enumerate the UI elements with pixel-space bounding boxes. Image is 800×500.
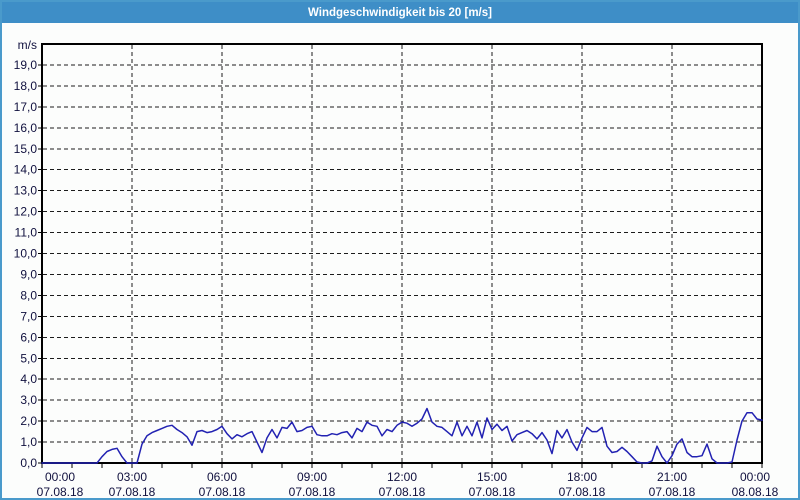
y-tick-label: 17,0 [14,100,38,114]
y-tick-label: 9,0 [20,267,37,281]
chart-title-bar: Windgeschwindigkeit bis 20 [m/s] [2,2,798,23]
y-tick-label: 18,0 [14,79,38,93]
y-tick-label: 4,0 [20,372,37,386]
x-tick-date-label: 07.08.18 [379,485,426,498]
chart-title: Windgeschwindigkeit bis 20 [m/s] [308,6,492,19]
y-tick-label: 5,0 [20,351,37,365]
y-tick-label: 7,0 [20,309,37,323]
x-tick-date-label: 07.08.18 [469,485,516,498]
x-tick-date-label: 07.08.18 [109,485,156,498]
y-tick-label: 0,0 [20,456,37,470]
x-tick-time-label: 12:00 [387,470,417,484]
x-tick-time-label: 06:00 [207,470,237,484]
x-tick-time-label: 00:00 [45,470,75,484]
x-tick-date-label: 08.08.18 [732,485,779,498]
x-tick-date-label: 07.08.18 [289,485,336,498]
y-tick-label: 15,0 [14,142,38,156]
x-tick-date-label: 07.08.18 [37,485,84,498]
y-tick-label: 12,0 [14,205,38,219]
y-tick-label: 8,0 [20,288,37,302]
x-tick-time-label: 00:00 [740,470,770,484]
y-tick-label: 6,0 [20,330,37,344]
y-axis-unit-label: m/s [18,38,37,52]
x-tick-time-label: 09:00 [297,470,327,484]
x-tick-date-label: 07.08.18 [559,485,606,498]
plot-border [41,43,763,464]
y-tick-label: 11,0 [15,226,38,240]
y-tick-label: 1,0 [20,435,37,449]
x-tick-date-label: 07.08.18 [199,485,246,498]
wind-speed-line [41,407,763,464]
x-tick-date-label: 07.08.18 [649,485,696,498]
x-tick-time-label: 18:00 [567,470,597,484]
y-tick-label: 19,0 [14,58,38,72]
y-tick-label: 14,0 [14,163,38,177]
x-tick-time-label: 03:00 [117,470,147,484]
y-tick-label: 3,0 [20,393,37,407]
y-tick-label: 13,0 [14,184,38,198]
y-tick-label: 10,0 [14,247,38,261]
x-tick-time-label: 15:00 [477,470,507,484]
y-tick-label: 2,0 [20,414,37,428]
y-tick-label: 16,0 [14,121,38,135]
x-tick-time-label: 21:00 [657,470,687,484]
